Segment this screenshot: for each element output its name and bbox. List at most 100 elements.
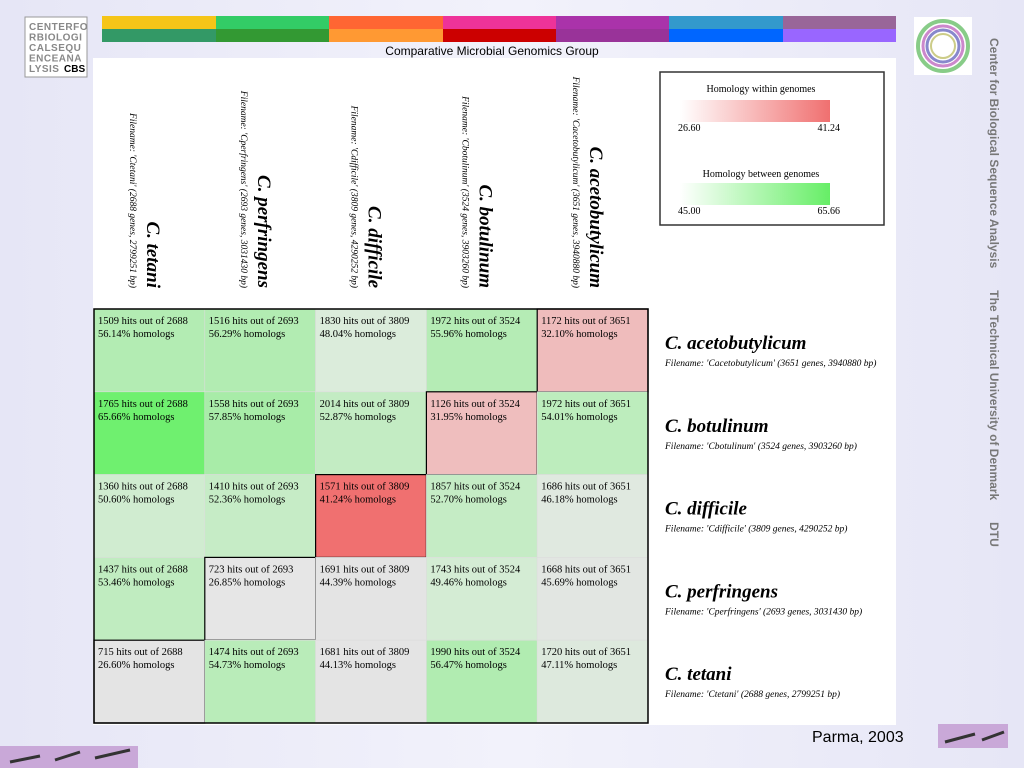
cell-hits: 723 hits out of 2693 [209, 564, 294, 575]
legend-min: 45.00 [678, 206, 701, 217]
cell-hits: 1474 hits out of 2693 [209, 647, 299, 658]
legend-gradient [680, 100, 830, 122]
row-file: Filename: 'Ctetani' (2688 genes, 2799251… [664, 689, 840, 700]
cell [536, 391, 649, 475]
cell-homologs: 49.46% homologs [430, 577, 506, 588]
cell-homologs: 53.46% homologs [98, 577, 174, 588]
cell-hits: 1765 hits out of 2688 [98, 399, 188, 410]
cell-hits: 1681 hits out of 3809 [320, 647, 410, 658]
cell-hits: 1691 hits out of 3809 [320, 564, 410, 575]
cell-hits: 2014 hits out of 3809 [320, 399, 410, 410]
column-name: C. difficile [364, 206, 385, 289]
cell-hits: 1516 hits out of 2693 [209, 316, 299, 327]
cell-hits: 1857 hits out of 3524 [430, 482, 521, 493]
cell-homologs: 54.73% homologs [209, 660, 285, 671]
column-file: Filename: 'Cbotulinum' (3524 genes, 3903… [459, 95, 470, 288]
cell-hits: 1743 hits out of 3524 [430, 564, 521, 575]
cell [426, 557, 538, 641]
cell-homologs: 26.85% homologs [209, 577, 285, 588]
cell [204, 391, 316, 475]
cell-hits: 1990 hits out of 3524 [430, 647, 521, 658]
logo-line: RBIOLOGI [29, 33, 82, 44]
cell [204, 308, 316, 393]
cell [315, 308, 427, 393]
cell-hits: 1686 hits out of 3651 [541, 482, 631, 493]
cell [315, 391, 427, 475]
cell [93, 308, 206, 393]
logo-line: CENTERFO [29, 22, 88, 33]
cell-hits: 1126 hits out of 3524 [430, 399, 520, 410]
cell [315, 474, 428, 559]
cell-homologs: 31.95% homologs [430, 412, 506, 423]
cell-homologs: 56.29% homologs [209, 329, 285, 340]
cell-homologs: 56.14% homologs [98, 329, 174, 340]
cell-homologs: 57.85% homologs [209, 412, 285, 423]
cell [315, 557, 427, 641]
cell-homologs: 55.96% homologs [430, 329, 506, 340]
logo-line: ENCEANA [29, 54, 82, 65]
legend-title: Homology within genomes [707, 84, 816, 95]
row-file: Filename: 'Cdifficile' (3809 genes, 4290… [664, 524, 847, 535]
cell-homologs: 32.10% homologs [541, 329, 617, 340]
cell-hits: 1172 hits out of 3651 [541, 316, 630, 327]
row-file: Filename: 'Cbotulinum' (3524 genes, 3903… [664, 441, 857, 452]
cell-homologs: 26.60% homologs [98, 660, 174, 671]
cell-hits: 1509 hits out of 2688 [98, 316, 188, 327]
logo [24, 16, 88, 78]
cell-homologs: 47.11% homologs [541, 660, 617, 671]
cell [204, 639, 316, 724]
cell-hits: 1830 hits out of 3809 [320, 316, 410, 327]
column-file: Filename: 'Cacetobutylicum' (3651 genes,… [570, 76, 581, 288]
cell-hits: 715 hits out of 2688 [98, 647, 183, 658]
cell [426, 474, 538, 558]
row-name: C. difficile [665, 499, 748, 520]
cell-hits: 1410 hits out of 2693 [209, 482, 299, 493]
cell-homologs: 44.13% homologs [320, 660, 396, 671]
cell [536, 474, 649, 558]
side-text: The Technical University of Denmark [987, 290, 1001, 500]
footer: Parma, 2003 [812, 729, 904, 746]
cell-hits: 1437 hits out of 2688 [98, 564, 188, 575]
legend-max: 41.24 [818, 123, 841, 134]
cell-homologs: 45.69% homologs [541, 577, 617, 588]
cell [93, 557, 206, 641]
side-text: Center for Biological Sequence Analysis [987, 38, 1001, 269]
cell-homologs: 44.39% homologs [320, 577, 396, 588]
grid-border [93, 308, 649, 724]
cell-homologs: 50.60% homologs [98, 495, 174, 506]
cell [536, 557, 649, 641]
cell-homologs: 56.47% homologs [430, 660, 506, 671]
cell-hits: 1668 hits out of 3651 [541, 564, 631, 575]
cell [426, 308, 538, 393]
bacteria-image [0, 724, 1008, 768]
legend-min: 26.60 [678, 123, 701, 134]
cell-hits: 1571 hits out of 3809 [320, 482, 410, 493]
row-name: C. perfringens [665, 581, 778, 602]
cell-hits: 1558 hits out of 2693 [209, 399, 299, 410]
side-text: DTU [987, 522, 1001, 547]
logo-line: CALSEQU [29, 43, 81, 54]
column-file: Filename: 'Cdifficile' (3809 genes, 4290… [349, 105, 360, 288]
column-name: C. tetani [142, 221, 163, 288]
cell-homologs: 65.66% homologs [98, 412, 174, 423]
legend-max: 65.66 [818, 206, 841, 217]
cell [204, 474, 316, 558]
row-file: Filename: 'Cacetobutylicum' (3651 genes,… [664, 358, 876, 369]
column-name: C. perfringens [253, 175, 274, 288]
cell-homologs: 41.24% homologs [320, 495, 396, 506]
row-name: C. botulinum [665, 416, 769, 437]
cell-homologs: 48.04% homologs [320, 329, 396, 340]
cell [536, 639, 649, 724]
cell-hits: 1360 hits out of 2688 [98, 482, 188, 493]
cell-hits: 1720 hits out of 3651 [541, 647, 631, 658]
cell [93, 474, 206, 558]
row-name: C. tetani [665, 664, 732, 685]
genome-atlas [914, 17, 972, 75]
column-file: Filename: 'Cperfringens' (2693 genes, 30… [238, 90, 249, 288]
cell-homologs: 52.36% homologs [209, 495, 285, 506]
column-name: C. acetobutylicum [585, 147, 606, 288]
cell [93, 639, 206, 724]
column-name: C. botulinum [474, 185, 495, 289]
